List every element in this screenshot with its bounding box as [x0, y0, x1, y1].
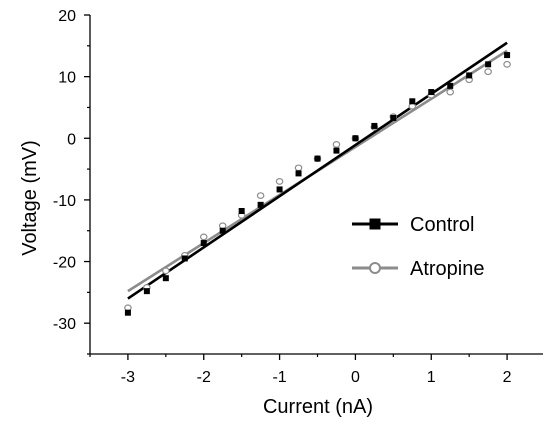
- x-tick-label: -2: [197, 369, 211, 386]
- atropine-point: [275, 178, 284, 185]
- x-tick-label: -1: [272, 369, 286, 386]
- y-tick-label: -10: [53, 193, 76, 210]
- control-point: [409, 98, 416, 105]
- atropine-point: [294, 164, 303, 172]
- atropine-point: [256, 192, 265, 199]
- control-point: [333, 147, 340, 154]
- control-point: [314, 155, 321, 162]
- x-tick-label: -3: [121, 369, 135, 386]
- control-point: [371, 122, 378, 129]
- x-tick-label: 0: [351, 369, 360, 386]
- y-axis-label: Voltage (mV): [19, 140, 41, 256]
- atropine-point: [332, 141, 341, 148]
- control-point: [352, 135, 359, 142]
- y-tick-label: -30: [53, 316, 76, 333]
- control-point: [143, 288, 150, 295]
- control-point: [162, 275, 169, 282]
- control-point: [257, 201, 264, 208]
- control-point: [447, 82, 454, 89]
- atropine-point: [503, 60, 511, 68]
- control-point: [504, 52, 511, 59]
- control-fit-line: [127, 41, 508, 300]
- data-points: [124, 52, 511, 316]
- legend-control-marker: [369, 218, 381, 230]
- legend-atropine-label: Atropine: [410, 258, 485, 280]
- control-point: [238, 208, 245, 215]
- y-tick-label: -20: [53, 255, 76, 272]
- atropine-point: [199, 233, 208, 241]
- x-axis: -3 -2 -1 0 1 2: [89, 353, 543, 386]
- x-tick-label: 1: [427, 369, 436, 386]
- atropine-point: [484, 68, 492, 76]
- control-point: [428, 89, 435, 96]
- control-point: [295, 170, 302, 177]
- control-point: [390, 114, 397, 121]
- y-axis: -30 -20 -10 0 10 20: [53, 8, 91, 355]
- x-tick-label: 2: [503, 369, 512, 386]
- control-point: [219, 227, 226, 234]
- legend-atropine-marker: [369, 262, 381, 274]
- control-point: [466, 72, 473, 79]
- atropine-point: [446, 88, 455, 96]
- control-point: [124, 309, 131, 316]
- y-tick-label: 0: [67, 131, 76, 148]
- legend-control-label: Control: [410, 214, 474, 236]
- x-axis-label: Current (nA): [263, 396, 373, 418]
- y-tick-label: 10: [58, 70, 76, 87]
- control-point: [276, 186, 283, 193]
- fit-lines: [127, 41, 508, 300]
- y-tick-label: 20: [58, 8, 76, 25]
- atropine-point: [162, 267, 170, 275]
- control-point: [485, 61, 492, 68]
- legend: Control Atropine: [352, 214, 485, 280]
- control-point: [181, 255, 188, 262]
- control-point: [200, 240, 207, 247]
